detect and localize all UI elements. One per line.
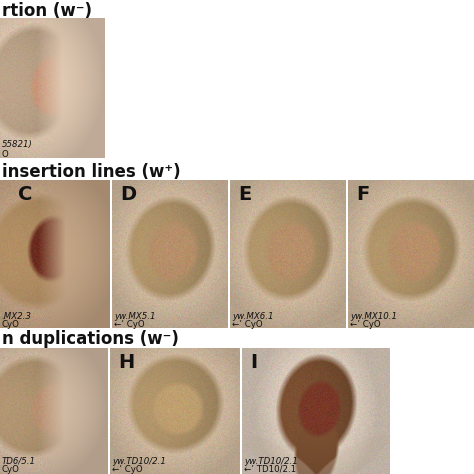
Text: yw.MX5.1: yw.MX5.1	[114, 312, 155, 321]
Text: .MX2.3: .MX2.3	[2, 312, 32, 321]
Text: CyO: CyO	[2, 465, 20, 474]
Text: yw.MX6.1: yw.MX6.1	[232, 312, 273, 321]
Text: CyO: CyO	[2, 320, 20, 329]
Text: ←’ CyO: ←’ CyO	[232, 320, 263, 329]
Text: rtion (w⁻): rtion (w⁻)	[2, 2, 92, 20]
Text: yw.TD10/2.1: yw.TD10/2.1	[244, 457, 298, 466]
Text: ←’ CyO: ←’ CyO	[114, 320, 145, 329]
Text: yw.TD10/2.1: yw.TD10/2.1	[112, 457, 166, 466]
Text: insertion lines (w⁺): insertion lines (w⁺)	[2, 163, 181, 181]
Text: n duplications (w⁻): n duplications (w⁻)	[2, 330, 179, 348]
Text: TD6/5.1: TD6/5.1	[2, 457, 36, 466]
Text: 55821): 55821)	[2, 140, 33, 149]
Text: ←’ TD10/2.1: ←’ TD10/2.1	[244, 465, 296, 474]
Text: I: I	[250, 353, 257, 372]
Text: F: F	[356, 185, 369, 204]
Text: E: E	[238, 185, 251, 204]
Text: O: O	[2, 150, 9, 159]
Text: yw.MX10.1: yw.MX10.1	[350, 312, 397, 321]
Text: ←’ CyO: ←’ CyO	[112, 465, 143, 474]
Text: C: C	[18, 185, 32, 204]
Text: H: H	[118, 353, 134, 372]
Text: D: D	[120, 185, 136, 204]
Text: ←’ CyO: ←’ CyO	[350, 320, 381, 329]
